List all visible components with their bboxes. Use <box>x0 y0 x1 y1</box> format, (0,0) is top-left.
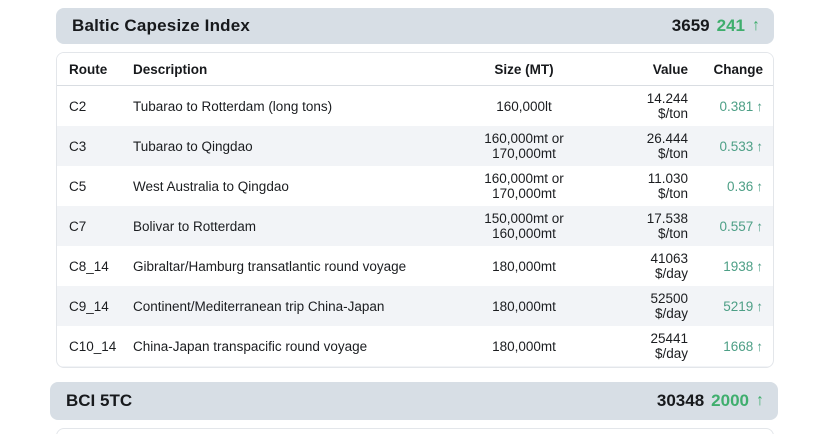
description-cell: Bolivar to Rotterdam <box>133 218 257 234</box>
up-arrow-icon: ↑ <box>756 178 763 194</box>
value-cell: 25441 $/day <box>650 331 688 361</box>
change-value: 5219 <box>723 298 754 314</box>
value-cell: 11.030 $/ton <box>647 171 688 201</box>
route-cell: C9_14 <box>69 298 109 314</box>
table-row[interactable]: C8_14 Gibraltar/Hamburg transatlantic rou… <box>57 246 773 286</box>
routes-table: Route Description Size (MT) Value Change… <box>57 53 773 367</box>
index-title: Baltic Capesize Index <box>72 16 251 35</box>
change-cell: 0.381 ↑ <box>700 86 773 127</box>
value-cell: 52500 $/day <box>650 291 688 321</box>
size-cell: 180,000mt <box>492 298 556 314</box>
change-value: 1938 <box>723 258 754 274</box>
table-header-row: Route Description Size (MT) Value Change <box>57 53 773 86</box>
up-arrow-icon: ↑ <box>756 138 763 154</box>
change-value: 0.533 <box>719 138 754 154</box>
change-cell: 1938 ↑ <box>700 246 773 286</box>
route-cell: C3 <box>69 138 87 154</box>
size-cell: 150,000mt or 160,000mt <box>484 211 564 241</box>
description-cell: Continent/Mediterranean trip China-Japan <box>133 298 385 314</box>
up-arrow-icon: ↑ <box>756 298 763 314</box>
up-arrow-icon: ↑ <box>756 218 763 234</box>
description-cell: China-Brazil round voyage <box>121 366 446 367</box>
size-cell: 160,000lt <box>496 98 552 114</box>
route-cell: C10_14 <box>69 338 117 354</box>
column-header-change: Change <box>700 53 773 86</box>
table-row[interactable]: C7 Bolivar to Rotterdam 150,000mt or 160,0… <box>57 206 773 246</box>
change-cell: 5219 ↑ <box>700 286 773 326</box>
size-cell: 160,000mt or 170,000mt <box>484 131 564 161</box>
index-values: 3659 241 ↑ <box>672 16 760 36</box>
route-cell: C2 <box>69 98 87 114</box>
size-cell: 160,000mt or 170,000mt <box>484 171 564 201</box>
bci-title: BCI 5TC <box>66 391 133 410</box>
up-arrow-icon: ↑ <box>756 338 763 354</box>
route-cell: C14 <box>57 366 121 367</box>
value-cell: 41063 $/day <box>650 251 688 281</box>
route-cell: C7 <box>69 218 87 234</box>
description-cell: Tubarao to Rotterdam (long tons) <box>133 98 333 114</box>
change-cell: 1010↑ <box>700 366 773 367</box>
index-value: 3659 <box>671 16 710 35</box>
change-cell: 0.533 ↑ <box>700 126 773 166</box>
change-cell: 0.557 ↑ <box>700 206 773 246</box>
column-header-value: Value <box>602 53 700 86</box>
bci-value: 30348 <box>656 391 705 410</box>
size-cell: 180,000mt <box>446 366 602 367</box>
column-header-description: Description <box>121 53 446 86</box>
table-row[interactable]: C3 Tubarao to Qingdao 160,000mt or 170,000… <box>57 126 773 166</box>
table-row[interactable]: C9_14 Continent/Mediterranean trip China-… <box>57 286 773 326</box>
change-value: 0.381 <box>719 98 754 114</box>
description-cell: Gibraltar/Hamburg transatlantic round vo… <box>133 258 407 274</box>
value-cell: 17.538 $/ton <box>646 211 688 241</box>
size-cell: 180,000mt <box>492 258 556 274</box>
up-arrow-icon: ↑ <box>756 392 764 409</box>
route-cell: C8_14 <box>69 258 109 274</box>
table-row[interactable]: C2 Tubarao to Rotterdam (long tons) 160,00… <box>57 86 773 127</box>
bci-change: 2000 <box>711 391 749 410</box>
change-cell: 1668 ↑ <box>700 326 773 366</box>
up-arrow-icon: ↑ <box>756 258 763 274</box>
next-section-card <box>56 428 774 434</box>
bci-values: 30348 2000 ↑ <box>657 391 764 411</box>
description-cell: Tubarao to Qingdao <box>133 138 253 154</box>
bci-header-bar[interactable]: BCI 5TC 30348 2000 ↑ <box>50 382 778 420</box>
up-arrow-icon: ↑ <box>756 98 763 114</box>
description-cell: West Australia to Qingdao <box>133 178 289 194</box>
size-cell: 180,000mt <box>492 338 556 354</box>
change-value: 1668 <box>723 338 754 354</box>
table-row[interactable]: C5 West Australia to Qingdao 160,000mt or … <box>57 166 773 206</box>
description-cell: China-Japan transpacific round voyage <box>133 338 368 354</box>
value-cell: 26.444 $/ton <box>646 131 688 161</box>
table-row[interactable]: C10_14 China-Japan transpacific round voy… <box>57 326 773 366</box>
change-value: 0.36 <box>726 178 754 194</box>
value-cell: 14.244 $/ton <box>646 91 688 121</box>
route-cell: C5 <box>69 178 87 194</box>
routes-table-card: Route Description Size (MT) Value Change… <box>56 52 774 368</box>
change-cell: 0.36 ↑ <box>700 166 773 206</box>
value-cell: 22775 $/day <box>602 366 700 367</box>
change-value: 0.557 <box>719 218 754 234</box>
column-header-size: Size (MT) <box>446 53 602 86</box>
column-header-route: Route <box>57 53 121 86</box>
index-change: 241 <box>716 16 745 35</box>
up-arrow-icon: ↑ <box>752 17 760 34</box>
index-header-bar[interactable]: Baltic Capesize Index 3659 241 ↑ <box>56 8 774 44</box>
table-row[interactable]: C14China-Brazil round voyage180,000mt227… <box>57 366 773 367</box>
